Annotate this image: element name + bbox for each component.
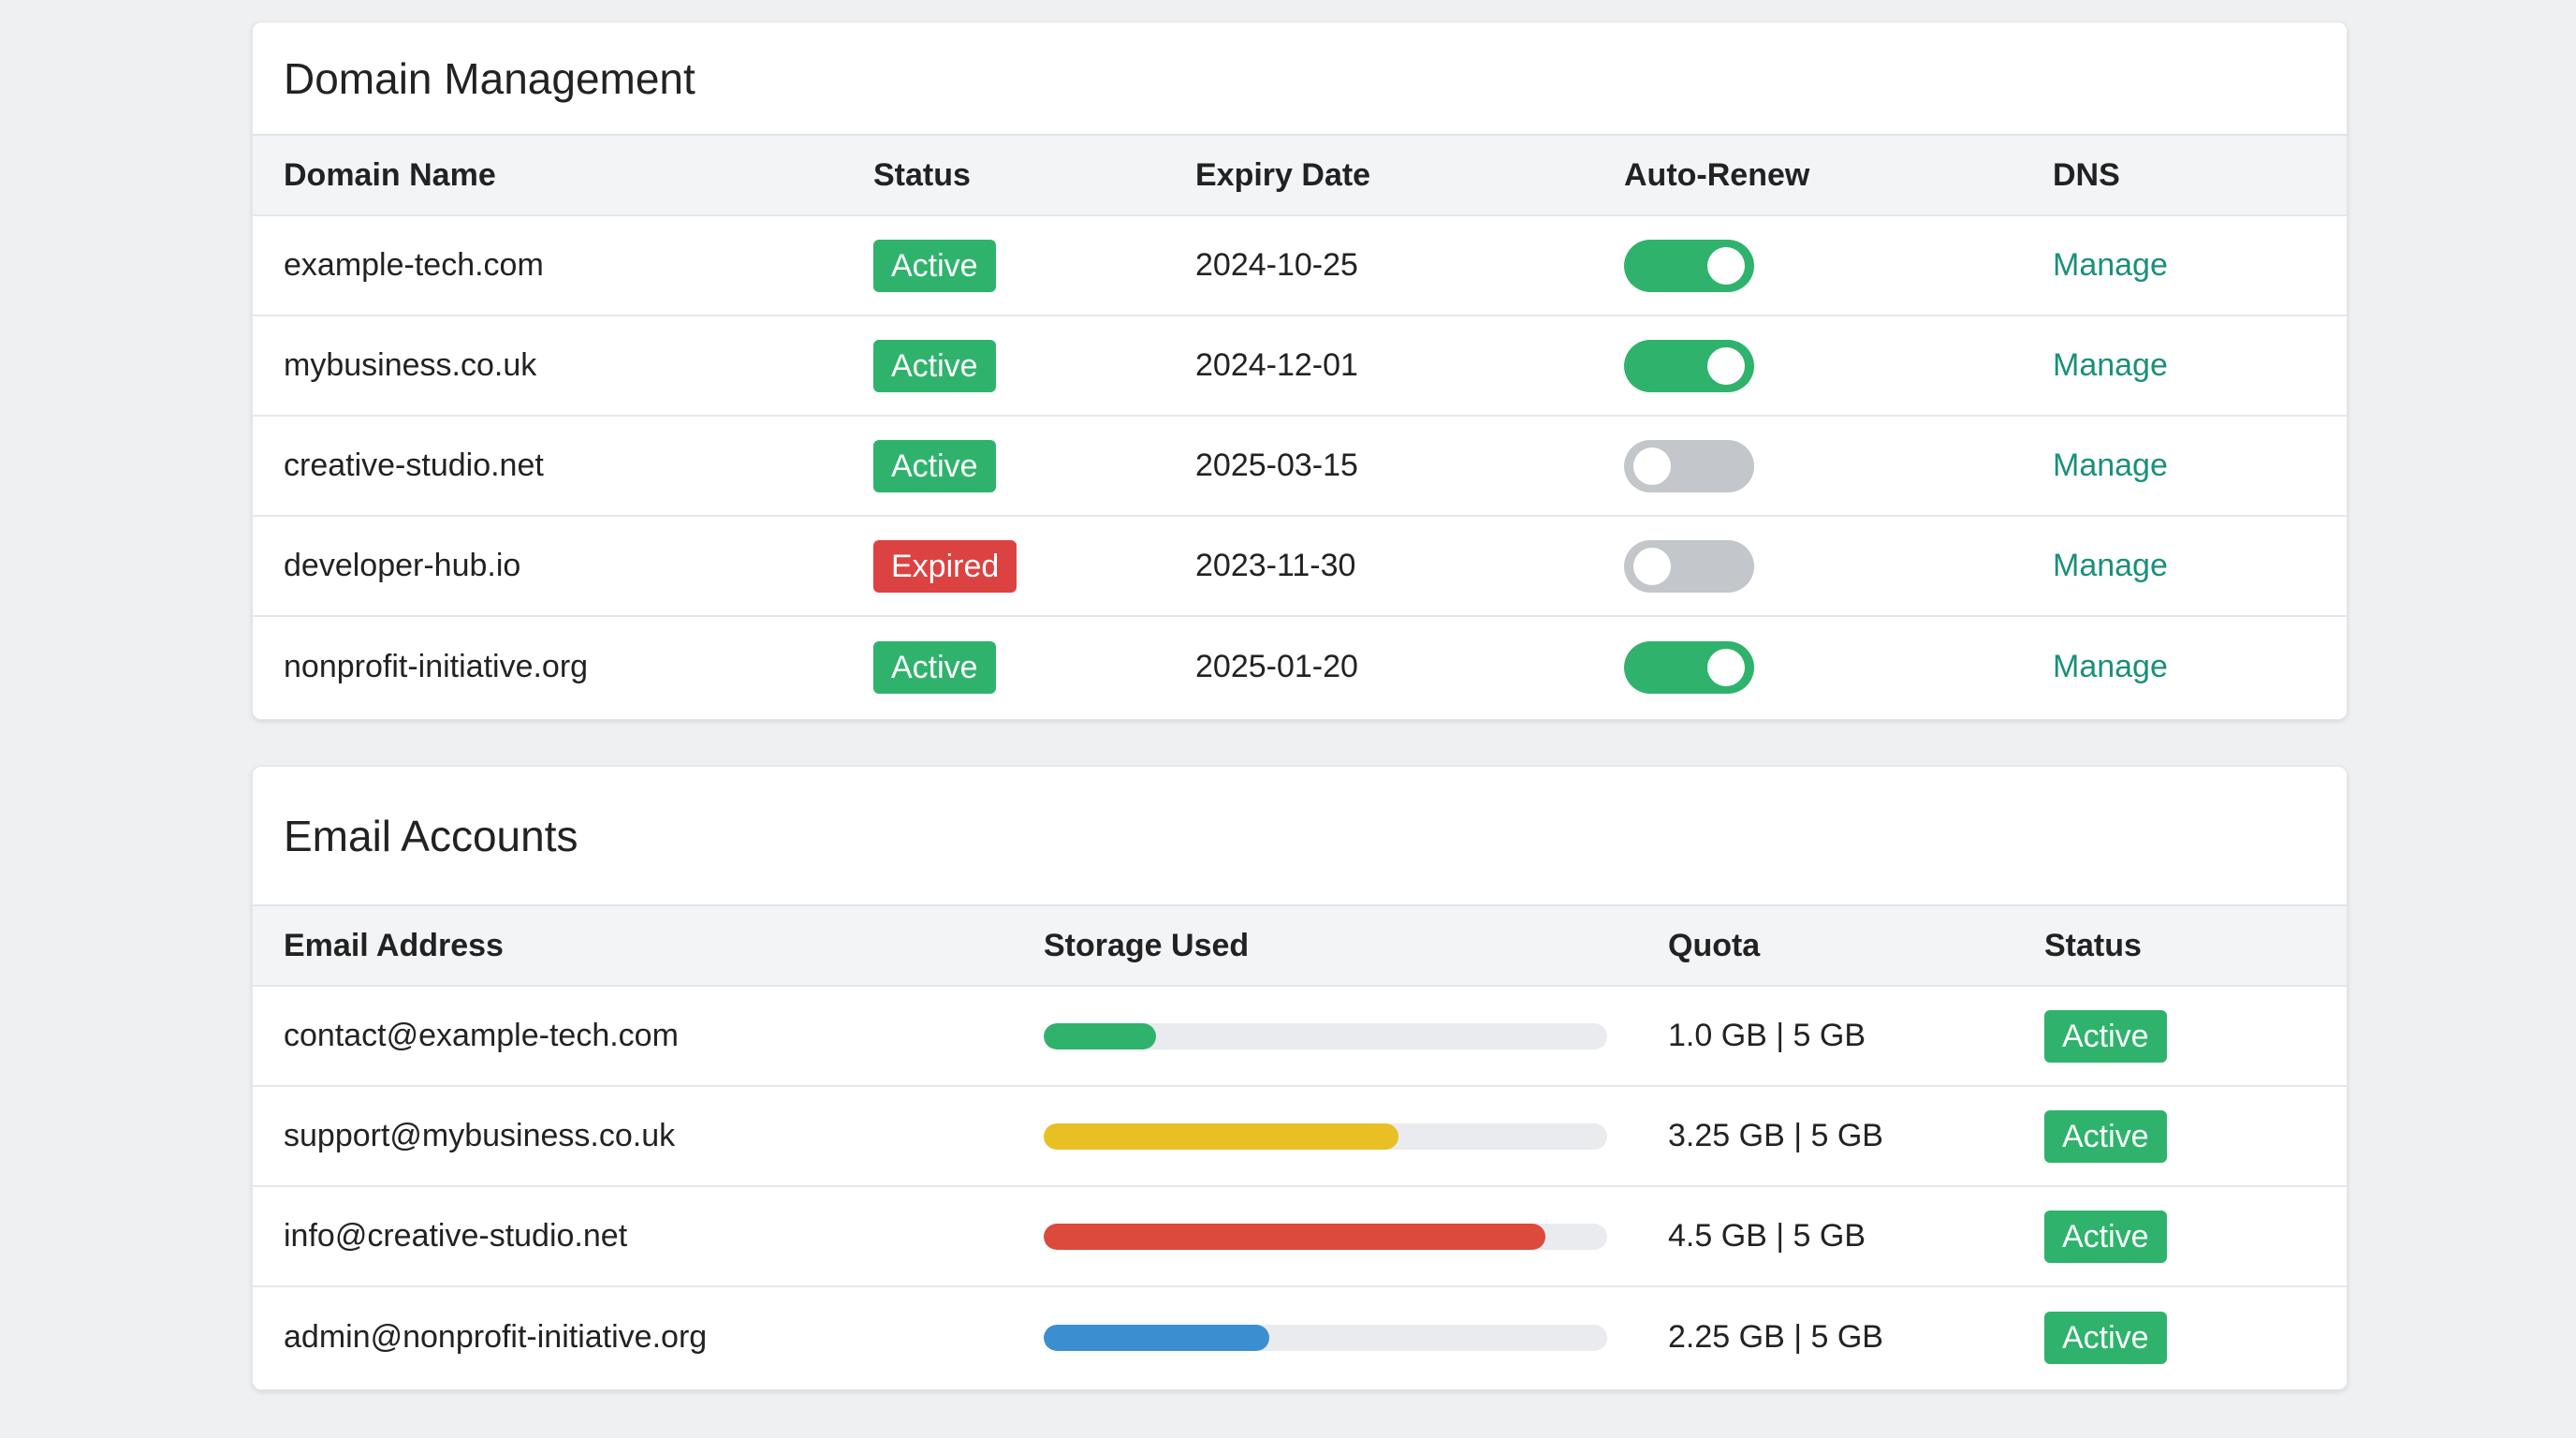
domain-row: example-tech.com Active 2024-10-25 Manage xyxy=(253,216,2347,316)
status-badge: Active xyxy=(873,339,996,392)
quota: 1.0 GB | 5 GB xyxy=(1668,1018,1866,1053)
status-badge: Active xyxy=(873,239,996,292)
expiry-date: 2024-10-25 xyxy=(1195,247,1358,283)
toggle-knob xyxy=(1707,246,1745,285)
auto-renew-cell xyxy=(1624,339,2053,392)
auto-renew-toggle[interactable] xyxy=(1624,439,1754,492)
quota: 2.25 GB | 5 GB xyxy=(1668,1319,1883,1355)
header-row: Email Address Storage Used Quota Status xyxy=(253,906,2347,987)
storage-cell xyxy=(1044,1223,1668,1250)
email-row: admin@nonprofit-initiative.org 2.25 GB | … xyxy=(253,1287,2347,1387)
expiry-date: 2025-01-20 xyxy=(1195,649,1358,684)
storage-track xyxy=(1044,1022,1607,1049)
toggle-knob xyxy=(1633,447,1671,485)
domain-row: creative-studio.net Active 2025-03-15 Manag… xyxy=(253,417,2347,517)
column-header: Domain Name xyxy=(284,156,496,193)
card-title: Domain Management xyxy=(253,22,2347,136)
email-row: support@mybusiness.co.uk 3.25 GB | 5 GB Ac… xyxy=(253,1087,2347,1187)
quota: 3.25 GB | 5 GB xyxy=(1668,1118,1883,1153)
email-card: Email Accounts Email Address Storage Used… xyxy=(252,766,2348,1390)
auto-renew-cell xyxy=(1624,539,2053,593)
email-address: admin@nonprofit-initiative.org xyxy=(284,1319,708,1355)
email-row: contact@example-tech.com 1.0 GB | 5 GB Act… xyxy=(253,987,2347,1087)
column-header: Auto-Renew xyxy=(1624,156,1810,193)
email-address: support@mybusiness.co.uk xyxy=(284,1118,676,1153)
status-cell: Active xyxy=(2044,1311,2347,1364)
storage-bar xyxy=(1044,1324,1269,1351)
status-cell: Active xyxy=(873,439,1195,492)
email-address: info@creative-studio.net xyxy=(284,1218,628,1254)
email-table: Email Address Storage Used Quota Status cont… xyxy=(253,906,2347,1387)
auto-renew-cell xyxy=(1624,640,2053,694)
expiry-date: 2023-11-30 xyxy=(1195,548,1356,583)
status-cell: Active xyxy=(873,239,1195,292)
domain-name: nonprofit-initiative.org xyxy=(284,649,589,684)
domain-table: Domain Name Status Expiry Date Auto-Renew DN… xyxy=(253,136,2347,717)
expiry-date: 2025-03-15 xyxy=(1195,448,1358,483)
quota: 4.5 GB | 5 GB xyxy=(1668,1218,1866,1254)
auto-renew-toggle[interactable] xyxy=(1624,239,1754,292)
email-row: info@creative-studio.net 4.5 GB | 5 GB Act… xyxy=(253,1187,2347,1287)
status-badge: Expired xyxy=(873,539,1017,593)
status-badge: Active xyxy=(873,640,996,694)
dns-manage-link[interactable]: Manage xyxy=(2053,649,2168,684)
column-header: Email Address xyxy=(284,927,504,963)
column-header: Status xyxy=(873,156,971,193)
dns-manage-link[interactable]: Manage xyxy=(2053,548,2168,583)
storage-track xyxy=(1044,1123,1607,1150)
domain-row: mybusiness.co.uk Active 2024-12-01 Manage xyxy=(253,316,2347,417)
column-header: Quota xyxy=(1668,927,1761,963)
domain-name: mybusiness.co.uk xyxy=(284,347,537,383)
storage-bar xyxy=(1044,1123,1399,1150)
dns-manage-link[interactable]: Manage xyxy=(2053,448,2168,483)
auto-renew-toggle[interactable] xyxy=(1624,640,1754,694)
domain-name: creative-studio.net xyxy=(284,448,544,483)
status-badge: Active xyxy=(2044,1109,2167,1163)
domain-row: developer-hub.io Expired 2023-11-30 Manage xyxy=(253,517,2347,617)
storage-cell xyxy=(1044,1022,1668,1049)
domain-card: Domain Management Domain Name Status Expir… xyxy=(252,22,2348,720)
storage-cell xyxy=(1044,1324,1668,1351)
column-header: Expiry Date xyxy=(1195,156,1371,193)
status-badge: Active xyxy=(873,439,996,492)
domain-name: developer-hub.io xyxy=(284,548,521,583)
storage-bar xyxy=(1044,1022,1157,1049)
dns-manage-link[interactable]: Manage xyxy=(2053,347,2168,383)
status-cell: Expired xyxy=(873,539,1195,593)
status-badge: Active xyxy=(2044,1210,2167,1263)
storage-track xyxy=(1044,1223,1607,1250)
storage-cell xyxy=(1044,1123,1668,1150)
toggle-knob xyxy=(1633,547,1671,585)
status-cell: Active xyxy=(2044,1009,2347,1063)
toggle-knob xyxy=(1707,648,1745,686)
auto-renew-toggle[interactable] xyxy=(1624,539,1754,593)
status-badge: Active xyxy=(2044,1311,2167,1364)
auto-renew-cell xyxy=(1624,439,2053,492)
toggle-knob xyxy=(1707,346,1745,385)
column-header: Storage Used xyxy=(1044,927,1250,963)
domain-name: example-tech.com xyxy=(284,247,544,283)
dns-manage-link[interactable]: Manage xyxy=(2053,247,2168,283)
domain-row: nonprofit-initiative.org Active 2025-01-20… xyxy=(253,617,2347,717)
email-address: contact@example-tech.com xyxy=(284,1018,679,1053)
header-row: Domain Name Status Expiry Date Auto-Renew DN… xyxy=(253,136,2347,216)
storage-bar xyxy=(1044,1223,1545,1250)
auto-renew-cell xyxy=(1624,239,2053,292)
storage-track xyxy=(1044,1324,1607,1351)
status-cell: Active xyxy=(2044,1210,2347,1263)
column-header: DNS xyxy=(2053,156,2120,193)
status-badge: Active xyxy=(2044,1009,2167,1063)
status-cell: Active xyxy=(2044,1109,2347,1163)
status-cell: Active xyxy=(873,339,1195,392)
auto-renew-toggle[interactable] xyxy=(1624,339,1754,392)
status-cell: Active xyxy=(873,640,1195,694)
expiry-date: 2024-12-01 xyxy=(1195,347,1358,383)
column-header: Status xyxy=(2044,927,2142,963)
card-title: Email Accounts xyxy=(253,767,2347,906)
